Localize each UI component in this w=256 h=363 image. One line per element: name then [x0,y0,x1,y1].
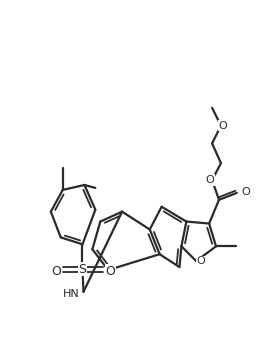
Text: O: O [105,265,115,278]
Text: HN: HN [63,289,80,299]
Text: O: O [206,175,215,185]
Text: O: O [242,187,251,197]
Text: O: O [219,121,227,131]
Text: O: O [51,265,61,278]
Text: O: O [197,256,206,266]
Text: S: S [79,262,87,276]
